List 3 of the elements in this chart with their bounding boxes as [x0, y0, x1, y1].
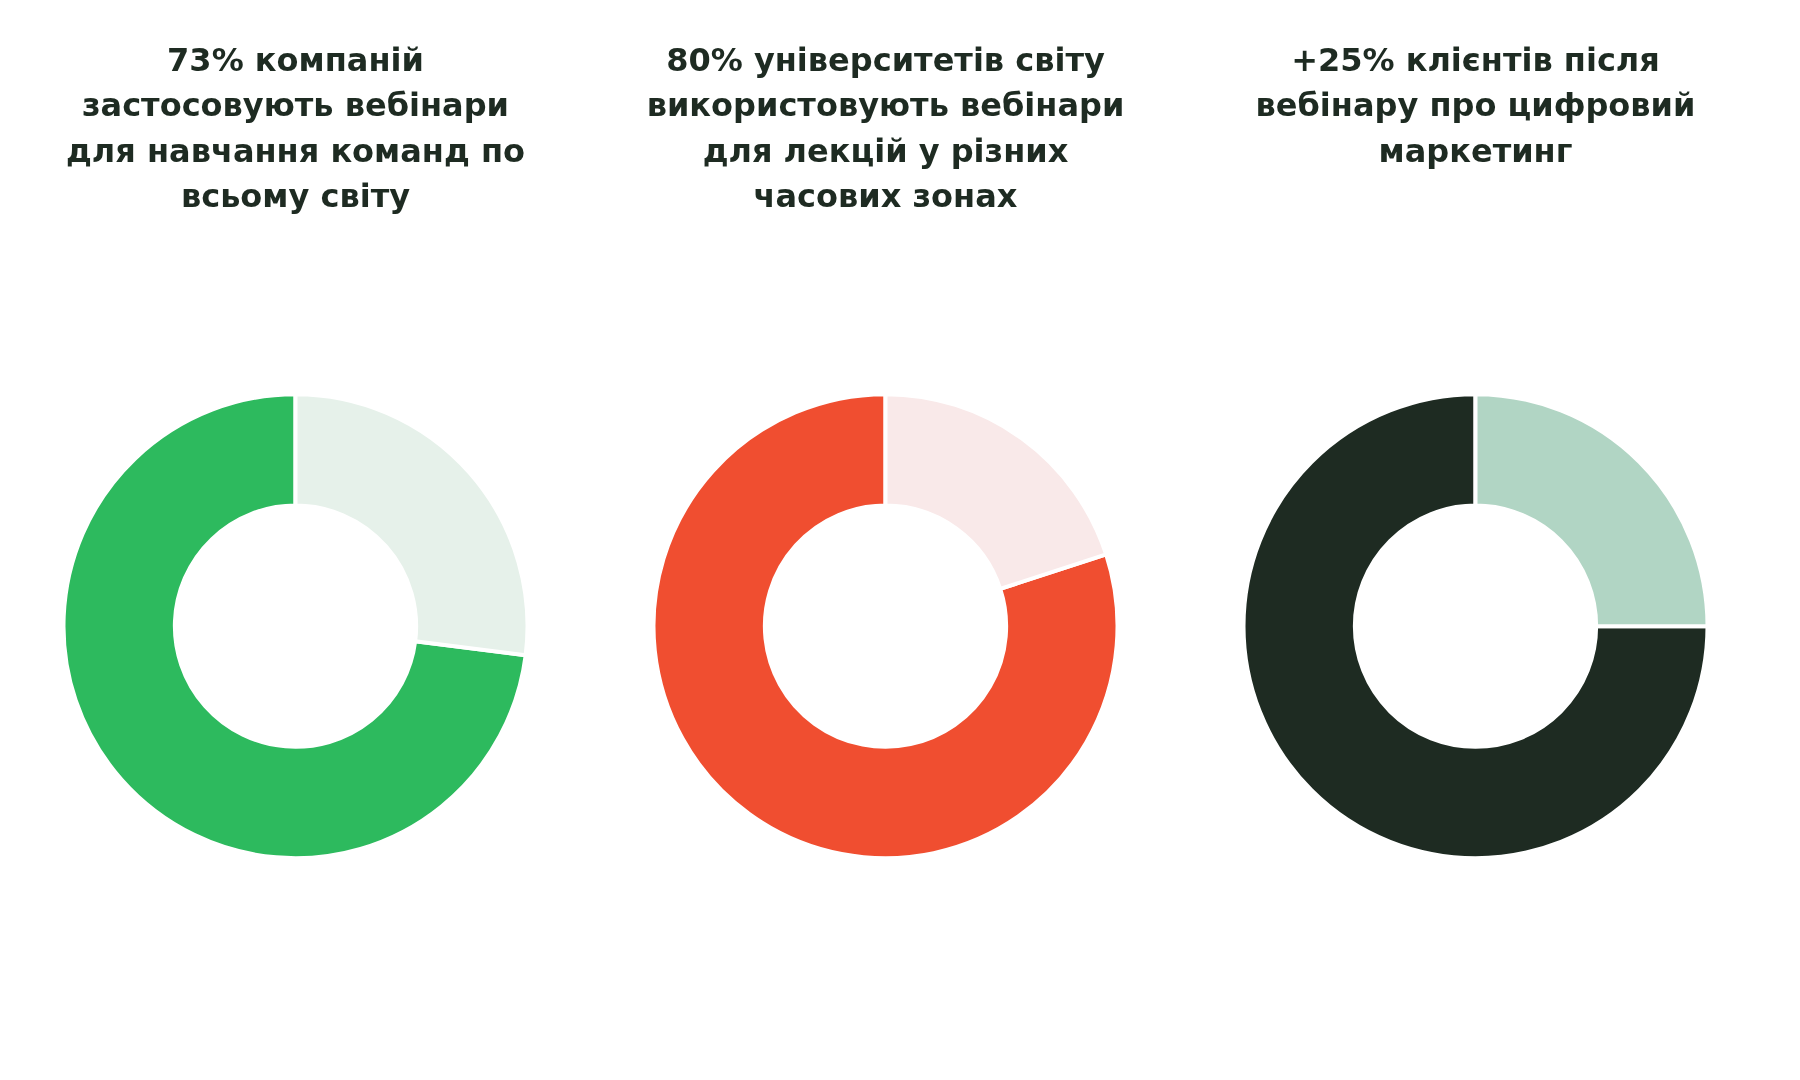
chart-title: +25% клієнтів після вебінару про цифровий маркетинг — [1255, 40, 1696, 170]
chart-title: 73% компаній застосовують вебінари для навчання команд по всьому світу — [65, 40, 526, 216]
chart-title: 80% університетів світу використовують вебінари для лекцій у різних часових зонах — [646, 40, 1125, 216]
